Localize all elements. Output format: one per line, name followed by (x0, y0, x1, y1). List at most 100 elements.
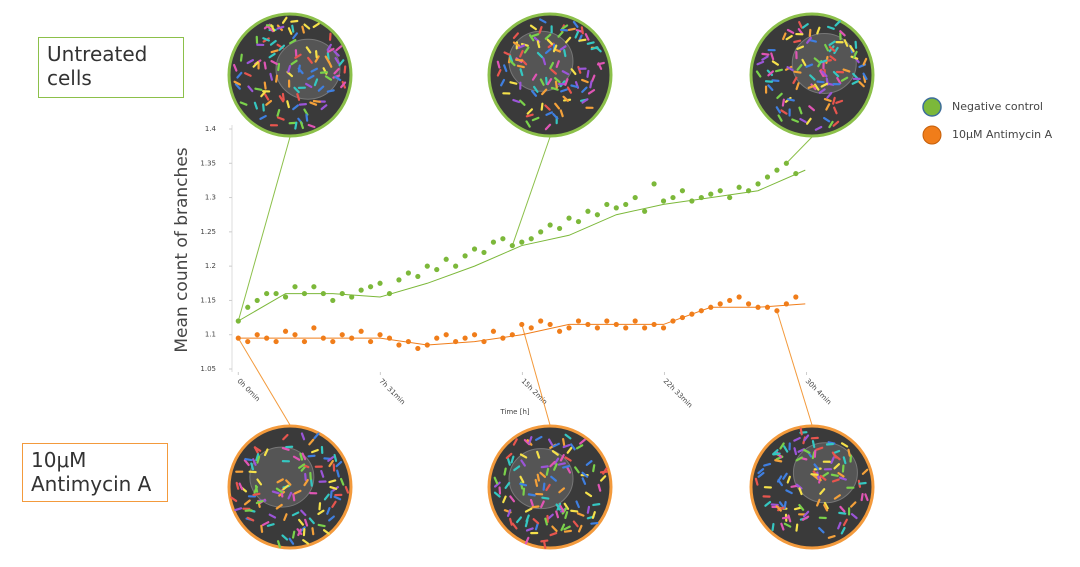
organelle (833, 106, 838, 115)
data-point (575, 318, 582, 324)
data-point (301, 338, 308, 345)
data-point (443, 256, 449, 262)
data-point (764, 174, 771, 180)
data-point (490, 328, 497, 334)
organelle (324, 75, 333, 81)
data-point (320, 290, 326, 297)
organelle (322, 529, 330, 535)
organelle (592, 464, 596, 473)
organelle (265, 99, 273, 106)
data-point (632, 194, 638, 201)
organelle (540, 102, 544, 111)
organelle (550, 68, 558, 75)
data-point (717, 301, 723, 307)
organelle (581, 98, 589, 104)
organelle (276, 108, 281, 117)
organelle (493, 476, 499, 485)
data-point (311, 325, 317, 331)
organelle (563, 529, 573, 533)
organelle (235, 481, 240, 490)
organelle (536, 473, 540, 482)
organelle (839, 476, 847, 481)
organelle (566, 446, 573, 454)
organelle (833, 46, 839, 55)
organelle (326, 89, 335, 93)
data-point (670, 318, 676, 324)
data-point (311, 284, 317, 290)
organelle (812, 473, 819, 480)
organelle (811, 439, 816, 449)
organelle (860, 493, 864, 502)
data-point (349, 335, 355, 341)
organelle (757, 468, 765, 475)
data-point (783, 301, 789, 307)
organelle (252, 492, 261, 496)
organelle (599, 470, 609, 474)
organelle (791, 118, 799, 123)
data-point (500, 236, 506, 242)
organelle (847, 448, 851, 457)
organelle (519, 482, 528, 487)
organelle (503, 64, 508, 73)
organelle (781, 98, 785, 107)
organelle (587, 89, 596, 95)
organelle (261, 521, 270, 527)
annotation-box: Untreated cells (38, 37, 184, 98)
organelle (244, 72, 252, 77)
organelle (559, 45, 567, 51)
organelle (818, 527, 825, 534)
data-point (698, 194, 704, 201)
organelle (300, 509, 307, 517)
organelle (771, 522, 775, 532)
organelle (509, 81, 518, 85)
organelle (566, 86, 573, 94)
organelle (259, 114, 267, 120)
data-point (538, 318, 544, 324)
organelle (801, 58, 807, 67)
organelle (298, 463, 306, 469)
organelle (303, 23, 311, 30)
data-point (367, 338, 374, 345)
organelle (580, 26, 584, 35)
organelle (574, 466, 580, 474)
organelle (795, 82, 800, 91)
organelle (586, 505, 591, 514)
organelle (842, 518, 848, 527)
organelle (254, 87, 263, 91)
organelle (525, 113, 534, 118)
organelle (560, 24, 569, 30)
organelle (783, 445, 789, 453)
organelle (864, 493, 869, 502)
organelle (828, 120, 834, 129)
organelle (572, 20, 579, 28)
organelle (830, 473, 839, 477)
organelle (544, 123, 552, 131)
organelle (286, 100, 290, 109)
organelle (506, 509, 512, 518)
organelle (308, 517, 315, 525)
organelle (802, 448, 811, 454)
organelle (553, 77, 561, 84)
organelle (281, 446, 290, 451)
organelle (304, 472, 307, 482)
organelle (281, 92, 285, 102)
organelle (292, 104, 300, 111)
organelle (814, 125, 823, 131)
organelle (795, 483, 803, 490)
organelle (599, 475, 607, 482)
organelle (813, 463, 820, 471)
organelle (506, 457, 511, 466)
organelle (563, 49, 567, 58)
organelle (246, 516, 255, 522)
data-point (301, 290, 308, 297)
data-point (330, 338, 336, 345)
organelle (833, 494, 841, 500)
organelle (564, 511, 569, 519)
organelle (782, 32, 787, 41)
x-tick-label: 15h 2min (520, 377, 549, 406)
organelle (524, 536, 530, 545)
organelle (840, 442, 849, 448)
organelle (828, 40, 836, 47)
organelle (282, 433, 289, 441)
data-point (273, 338, 279, 345)
